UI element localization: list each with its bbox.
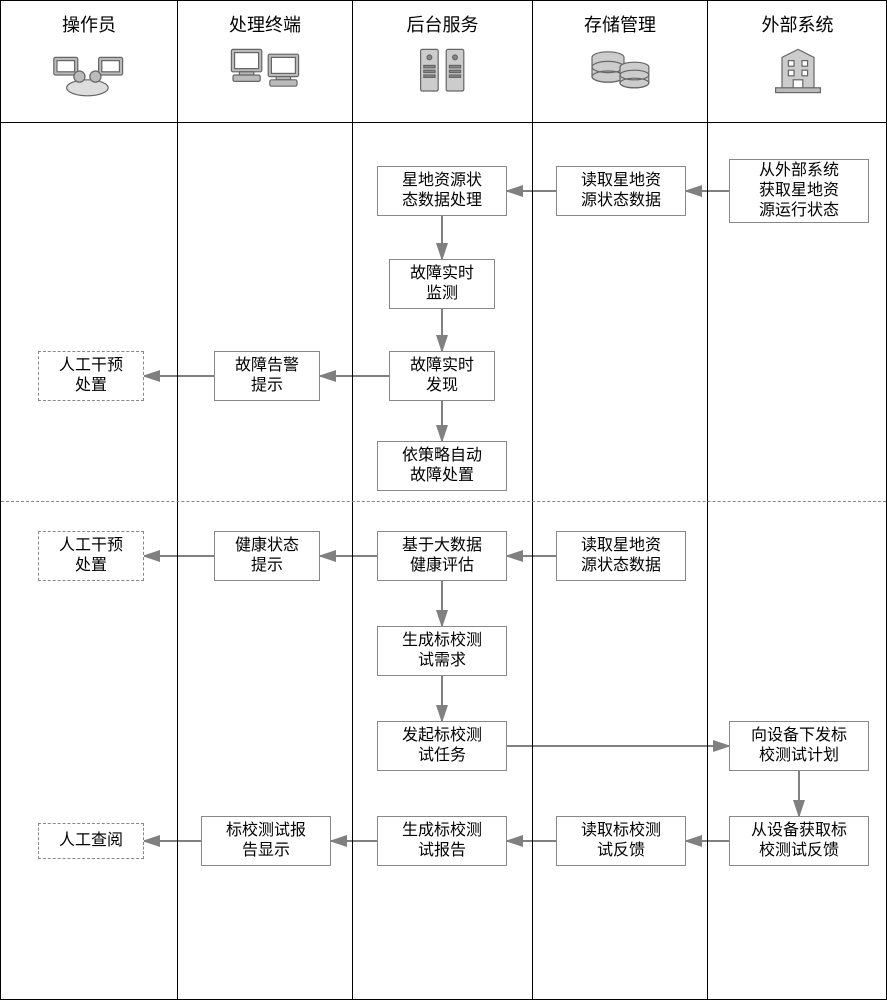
node-n_stor_read2: 读取星地资源状态数据 [556, 531, 686, 581]
lane-header-operator: 操作员 [1, 1, 177, 123]
node-n_op_review: 人工查阅 [38, 823, 144, 859]
node-n_bk_proc: 星地资源状态数据处理 [377, 166, 507, 216]
lane-header-backend: 后台服务 [353, 1, 532, 123]
node-n_bk_auto: 依策略自动故障处置 [377, 441, 507, 491]
node-n_bk_health: 基于大数据健康评估 [377, 531, 507, 581]
node-n_ext_feedback: 从设备获取标校测试反馈 [729, 816, 869, 866]
backend-icon [403, 43, 483, 103]
terminal-icon [225, 43, 305, 103]
operator-icon [49, 43, 129, 99]
node-n_bk_genrep: 生成标校测试报告 [377, 816, 507, 866]
lane-title: 处理终端 [229, 11, 301, 37]
node-n_bk_detect: 故障实时发现 [389, 351, 495, 401]
lane-header-storage: 存储管理 [533, 1, 707, 123]
operator-icon [49, 43, 129, 103]
lane-title: 存储管理 [584, 11, 656, 37]
storage-icon [580, 43, 660, 103]
node-n_bk_launch: 发起标校测试任务 [377, 721, 507, 771]
storage-icon [580, 43, 660, 99]
node-n_ext_plan: 向设备下发标校测试计划 [729, 721, 869, 771]
external-icon [758, 43, 838, 99]
node-n_stor_readfb: 读取标校测试反馈 [556, 816, 686, 866]
external-icon [758, 43, 838, 103]
node-n_stor_read1: 读取星地资源状态数据 [556, 166, 686, 216]
row-divider [1, 501, 886, 502]
node-n_term_health: 健康状态提示 [214, 531, 320, 581]
lane-header-external: 外部系统 [708, 1, 887, 123]
backend-icon [403, 43, 483, 99]
lane-title: 外部系统 [762, 11, 834, 37]
swimlane-diagram: 操作员 处理终端 后台服务 存储管理 外部系统 [0, 0, 887, 1000]
lane-title: 操作员 [62, 11, 116, 37]
node-n_term_report: 标校测试报告显示 [201, 816, 331, 866]
lane-title: 后台服务 [407, 11, 479, 37]
node-n_ext_fetch: 从外部系统获取星地资源运行状态 [729, 159, 869, 223]
node-n_bk_monitor: 故障实时监测 [389, 259, 495, 309]
node-n_term_alarm: 故障告警提示 [214, 351, 320, 401]
node-n_op_manual2: 人工干预处置 [38, 531, 144, 581]
node-n_op_manual1: 人工干预处置 [38, 351, 144, 401]
node-n_bk_genreq: 生成标校测试需求 [377, 626, 507, 676]
terminal-icon [225, 43, 305, 99]
lane-header-terminal: 处理终端 [178, 1, 352, 123]
